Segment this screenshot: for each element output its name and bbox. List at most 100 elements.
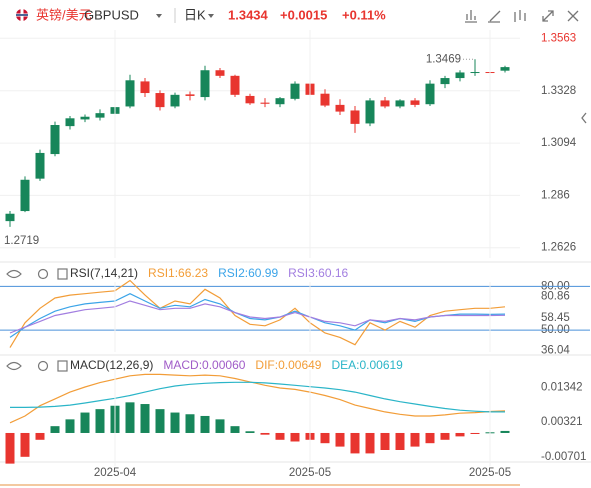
candle-body (95, 113, 105, 118)
indicator-line (9, 279, 506, 348)
legend-entry: DIF:0.00649 (255, 358, 321, 372)
candle-body (500, 67, 510, 71)
histogram-bar (185, 414, 195, 433)
candle-body (230, 75, 240, 95)
candle-body (410, 100, 420, 105)
histogram-bar (80, 412, 90, 433)
indicator-title: MACD(12,26,9) (70, 358, 153, 372)
indicator-line (9, 373, 506, 424)
candle-body (200, 70, 210, 98)
candle-body (455, 72, 465, 79)
candle-body (125, 80, 135, 107)
close-button[interactable] (567, 10, 579, 22)
last-price: 1.3434 (228, 7, 269, 22)
eye-icon[interactable] (6, 361, 22, 371)
draw-button[interactable] (488, 10, 501, 23)
indicator-line (10, 381, 505, 413)
histogram-bar (440, 432, 450, 440)
histogram-bar (365, 432, 375, 454)
histogram-bar (395, 432, 405, 450)
y-tick-label: 80.86 (541, 290, 570, 302)
y-tick-label: 1.286 (541, 189, 570, 201)
histogram-bar (230, 426, 240, 433)
dropdown-arrow[interactable] (208, 14, 214, 18)
period[interactable]: 日K (184, 7, 206, 22)
histogram-bar (215, 419, 225, 433)
candle-button[interactable] (514, 10, 526, 22)
indicator-line (9, 293, 506, 338)
pair-name: 英镑/美元 (36, 7, 92, 22)
scroll-bar[interactable] (0, 484, 520, 486)
annotation: 1.3469 (426, 53, 461, 65)
x-tick-label: 2025-04 (94, 467, 137, 479)
candle-body (260, 102, 270, 104)
settings-icon[interactable] (37, 268, 49, 280)
candle-body (275, 98, 285, 105)
histogram-bar (65, 419, 75, 433)
y-tick-label: -0.00701 (541, 451, 586, 463)
y-tick-label: 58.45 (541, 312, 570, 324)
histogram-bar (320, 432, 330, 444)
histogram-bar (350, 432, 360, 454)
legend-entry: RSI1:66.23 (148, 266, 208, 280)
candle-body (80, 116, 90, 120)
candle-body (335, 104, 345, 112)
histogram-bar (260, 432, 270, 435)
settings-icon[interactable] (37, 360, 49, 372)
candle-body (155, 93, 165, 108)
panel-icons (6, 268, 68, 372)
histogram-bar (455, 432, 465, 437)
candle-body (245, 95, 255, 104)
dropdown-arrow[interactable] (156, 14, 162, 18)
candle-body (290, 83, 300, 99)
candle-body (320, 93, 330, 106)
fullscreen-button[interactable] (542, 10, 554, 22)
indicator-title: RSI(7,14,21) (70, 266, 138, 280)
y-tick-label: 1.2626 (541, 242, 576, 254)
indicator-line (9, 300, 506, 334)
price-change-pct: +0.11% (342, 7, 386, 22)
histogram-bar (35, 432, 45, 440)
histogram-bar (50, 426, 60, 433)
candle-body (470, 72, 480, 74)
y-tick-label: 1.3563 (541, 32, 576, 44)
y-tick-label: 1.3094 (541, 137, 577, 149)
histogram-bar (425, 432, 435, 444)
histogram-bar (500, 430, 510, 433)
flag-icon (16, 14, 28, 16)
indicator-icon[interactable] (57, 360, 68, 372)
candle-body (380, 100, 390, 107)
annotation: 1.2719 (4, 235, 39, 247)
histogram-bar (170, 412, 180, 433)
candle-body (350, 110, 360, 124)
histogram-bar (410, 432, 420, 447)
candle-body (395, 100, 405, 107)
y-tick-label: 0.00321 (541, 416, 583, 428)
collapse-button[interactable] (581, 112, 587, 124)
legend-entry: RSI2:60.99 (218, 266, 278, 280)
histogram-bar (290, 432, 300, 442)
histogram-bar (5, 432, 15, 464)
histogram-bar (20, 432, 30, 457)
price-change: +0.0015 (280, 7, 327, 22)
histogram-bar (200, 415, 210, 433)
legend-entry: MACD:0.00060 (163, 358, 245, 372)
candle-body (20, 179, 30, 212)
symbol: GBPUSD (84, 7, 139, 22)
indicator-button[interactable] (465, 10, 477, 23)
candle-body (5, 213, 15, 222)
candle-body (65, 118, 75, 127)
histogram-bar (140, 404, 150, 433)
candle-body (50, 125, 60, 155)
x-tick-label: 2025-05 (469, 467, 511, 479)
x-tick-label: 2025-05 (289, 467, 331, 479)
candle-body (365, 100, 375, 124)
candle-body (425, 83, 435, 105)
eye-icon[interactable] (6, 269, 22, 279)
histogram-bar (245, 431, 255, 433)
indicator-icon[interactable] (57, 268, 68, 280)
candle-body (185, 94, 195, 96)
toolbar (465, 10, 587, 124)
candle-body (140, 81, 150, 94)
candle-body (170, 94, 180, 107)
